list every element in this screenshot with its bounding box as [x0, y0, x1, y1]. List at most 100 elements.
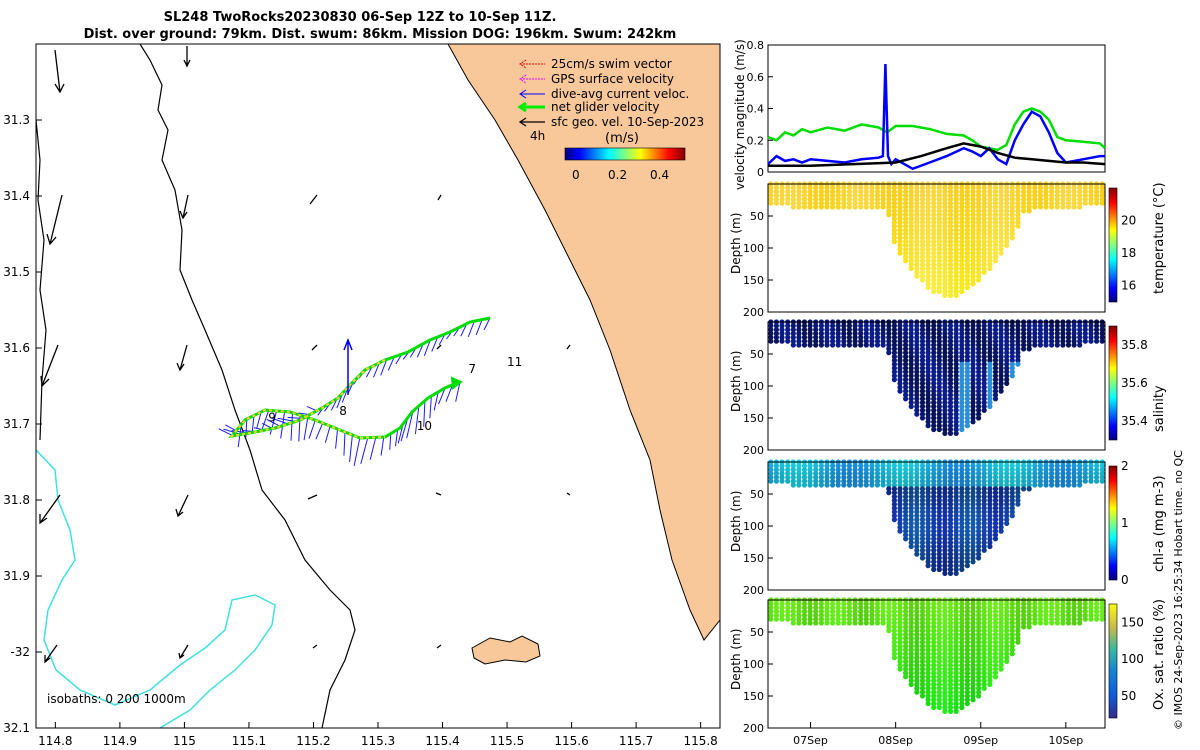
section-dot: [970, 354, 976, 360]
section-dot: [947, 570, 954, 577]
section-dot: [1009, 338, 1015, 344]
section-dot: [897, 470, 903, 477]
section-dot: [925, 403, 931, 410]
section-dot: [830, 601, 836, 607]
section-dot: [919, 369, 926, 375]
section-dot: [947, 338, 954, 344]
section-dot: [970, 403, 976, 410]
section-dot: [1015, 189, 1021, 195]
section-dot: [1082, 616, 1088, 622]
section-dot: [790, 612, 796, 619]
section-dot: [953, 288, 959, 295]
section-dot: [959, 342, 965, 348]
section-dot: [925, 189, 931, 195]
section-dot: [942, 354, 948, 360]
section-dot: [936, 670, 942, 676]
section-dot: [953, 494, 959, 500]
section-dot: [768, 192, 774, 199]
section-dot: [903, 192, 909, 199]
section-dot: [1088, 601, 1094, 607]
section-dot: [801, 338, 808, 344]
section-dot: [1037, 478, 1043, 484]
section-dot: [953, 501, 959, 507]
section-dot: [863, 474, 869, 480]
section-dot: [925, 212, 931, 218]
section-dot: [947, 470, 954, 477]
map-y-tick-label: 31.9: [3, 569, 30, 583]
section-dot: [880, 612, 886, 619]
section-dot: [970, 547, 976, 553]
section-dot: [959, 189, 965, 195]
section-dot: [1054, 605, 1060, 611]
section-dot: [959, 273, 965, 279]
section-dot: [959, 380, 965, 386]
section-dot: [903, 231, 909, 237]
section-dot: [1088, 189, 1094, 195]
section-dot: [903, 463, 909, 469]
section-dot: [768, 189, 774, 195]
section-dot: [953, 482, 959, 488]
section-dot: [987, 216, 993, 222]
section-dot: [964, 384, 971, 390]
section-dot: [976, 392, 982, 398]
section-dot: [953, 528, 959, 534]
current-arrow: [429, 395, 432, 419]
glider-track-colored: [229, 359, 386, 440]
section-dot: [863, 470, 869, 477]
velocity-panel: 00.20.40.60.8 velocity magnitude (m/s): [733, 39, 1106, 190]
current-arrow: [455, 381, 461, 402]
section-dot: [970, 192, 976, 199]
section-dot: [1037, 334, 1043, 340]
section-dot: [897, 373, 903, 379]
section-dot: [914, 403, 920, 410]
section-dot: [992, 231, 999, 237]
section-dot: [942, 651, 948, 657]
section-dot: [942, 212, 948, 218]
section-dot: [897, 327, 903, 333]
section-dot: [981, 200, 987, 206]
section-dot: [1049, 620, 1055, 626]
section-dot: [931, 520, 937, 527]
section-dot: [897, 486, 903, 492]
section-dot: [919, 212, 926, 218]
section-dot: [903, 474, 909, 480]
section-dot: [1071, 334, 1077, 340]
section-dot: [959, 605, 965, 611]
section-dot: [807, 334, 813, 340]
section-dot: [1026, 608, 1032, 615]
section-dot: [925, 269, 931, 275]
section-dot: [908, 361, 914, 367]
day-label: 10: [417, 419, 432, 433]
section-dot: [897, 388, 903, 394]
section-dot: [1032, 620, 1038, 626]
section-dot: [790, 470, 796, 477]
section-dot: [964, 208, 971, 214]
section-dot: [903, 365, 909, 371]
section-dot: [925, 239, 931, 245]
section-dot: [807, 474, 813, 480]
section-dot: [908, 365, 914, 371]
section-dot: [953, 563, 959, 569]
section-dot: [976, 192, 982, 199]
section-dot: [914, 204, 920, 210]
legend-dive-avg-current: dive-avg current veloc.: [551, 87, 689, 101]
section-dot: [919, 547, 926, 553]
section-dot: [942, 517, 948, 523]
section-dot: [1015, 357, 1021, 363]
section-dot: [947, 216, 954, 222]
section-dot: [846, 474, 853, 480]
section-dot: [1054, 482, 1060, 488]
section-dot: [925, 662, 931, 668]
section-dot: [914, 235, 920, 241]
section-dot: [1037, 605, 1043, 611]
section-dot: [768, 474, 774, 480]
current-arrow: [369, 437, 377, 460]
section-dot: [1037, 327, 1043, 333]
section-dot: [976, 490, 982, 496]
section-dot: [976, 219, 982, 225]
section-dot: [942, 497, 948, 503]
section-dot: [818, 605, 825, 611]
section-dot: [796, 616, 802, 622]
